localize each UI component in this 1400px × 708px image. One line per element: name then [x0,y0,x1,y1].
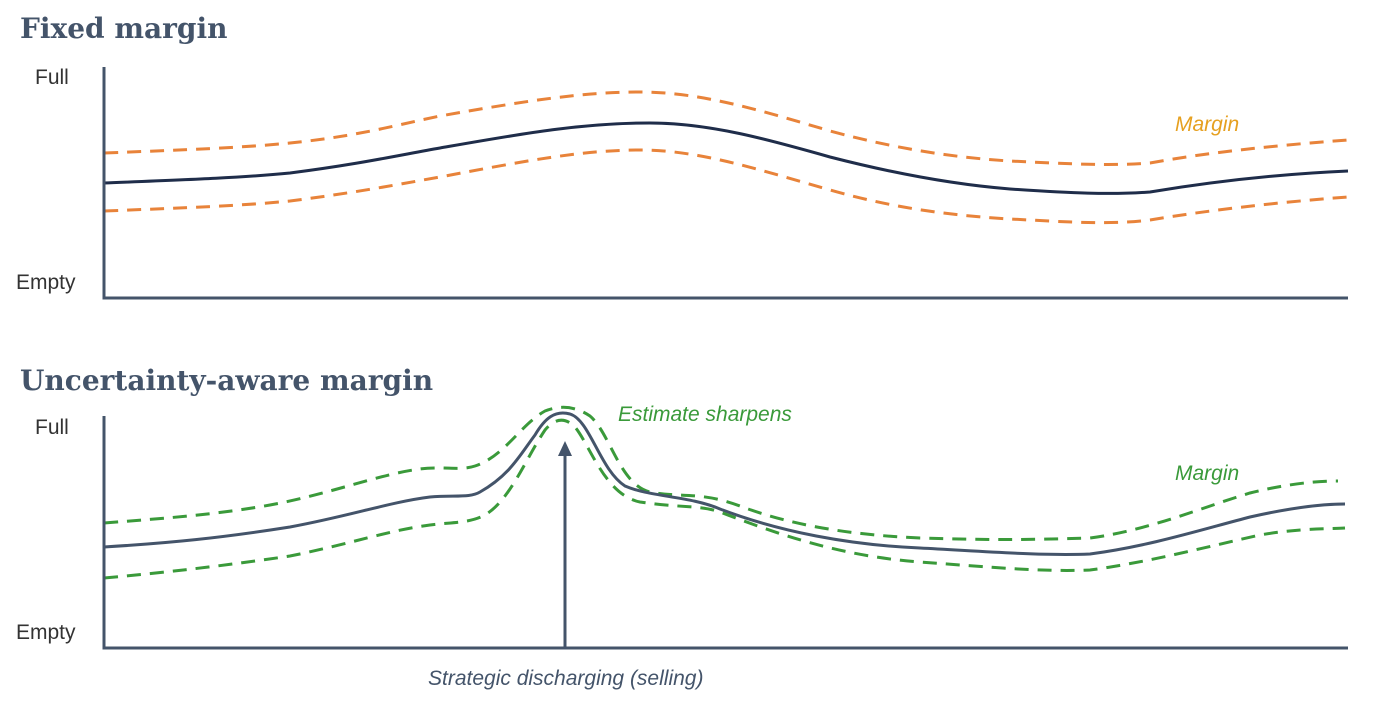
panel-2-empty-label: Empty [16,621,76,644]
panel-1-estimate-line [103,121,1349,195]
panel-1-empty-label: Empty [16,271,76,294]
panel-2-margin-label: Margin [1175,462,1239,485]
panel-2-full-label: Full [35,416,69,439]
panel-1-upper-margin-line [103,90,1349,166]
panel-1-margin-label: Margin [1175,113,1239,136]
panel-2-lower-margin-line [103,418,1346,580]
panel-2-title: Uncertainty-aware margin [20,364,434,397]
panel-2-upper-margin-line [103,405,1339,541]
panel-1-full-label: Full [35,66,69,89]
panel-1-lower-margin-line [103,148,1349,225]
panel-1-title: Fixed margin [20,12,228,45]
panel-1-axes [102,67,1348,300]
panel-2-axes [102,416,1348,650]
panel-2-estimate-line [103,411,1346,556]
panel-2-annotation: Estimate sharpens [618,403,792,426]
panel-1: Full Empty Margin [16,66,1349,300]
panel-2: Full Empty Estimate sharpens Margin Stra… [16,403,1348,690]
discharge-arrow-head [558,441,572,456]
panel-2-arrow-label: Strategic discharging (selling) [428,667,703,690]
